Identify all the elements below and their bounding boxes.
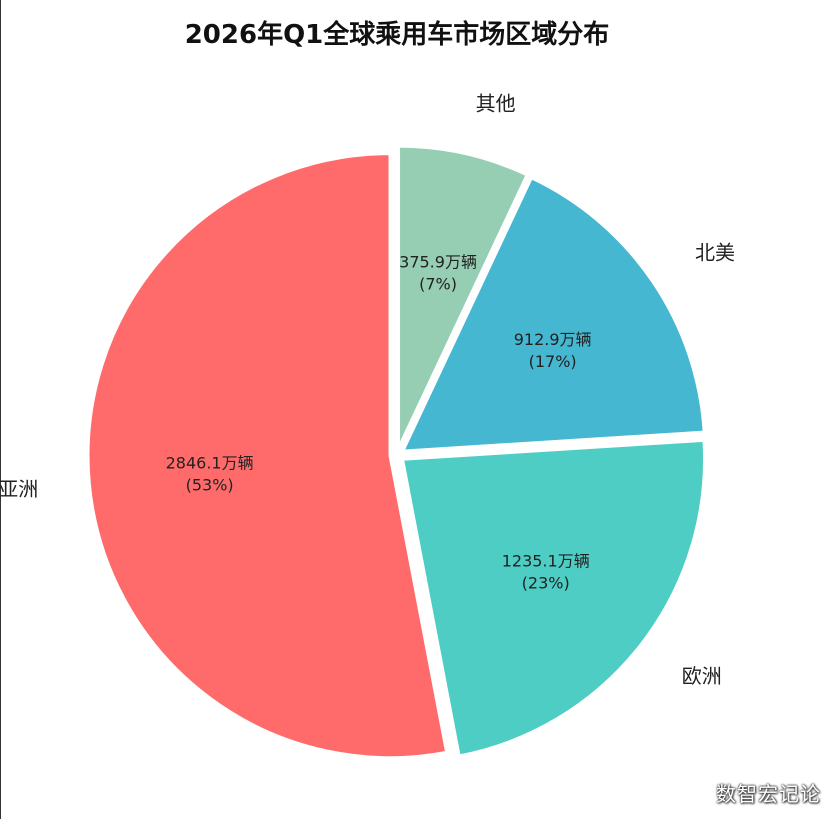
watermark: 数智宏记论 [716, 782, 821, 806]
pie-slice-2 [400, 438, 706, 758]
pie-slice-0 [397, 144, 530, 449]
slice-pct-label-0: (7%) [419, 274, 457, 293]
slice-category-label-2: 欧洲 [682, 664, 722, 688]
slice-value-label-1: 912.9万辆 [514, 330, 592, 349]
slice-category-label-1: 北美 [695, 240, 735, 264]
chart-title: 2026年Q1全球乘用车市场区域分布 [185, 19, 610, 50]
slice-value-label-3: 2846.1万辆 [166, 454, 254, 473]
slice-pct-label-2: (23%) [522, 573, 570, 592]
slice-value-label-0: 375.9万辆 [399, 252, 477, 271]
pie-slice-1 [400, 175, 706, 453]
slice-pct-label-3: (53%) [186, 476, 234, 495]
slice-category-label-3: 亚洲 [0, 477, 38, 501]
slice-value-label-2: 1235.1万辆 [502, 551, 590, 570]
slice-category-label-0: 其他 [476, 91, 516, 115]
slice-pct-label-1: (17%) [529, 352, 577, 371]
pie-slice-3 [86, 152, 449, 760]
